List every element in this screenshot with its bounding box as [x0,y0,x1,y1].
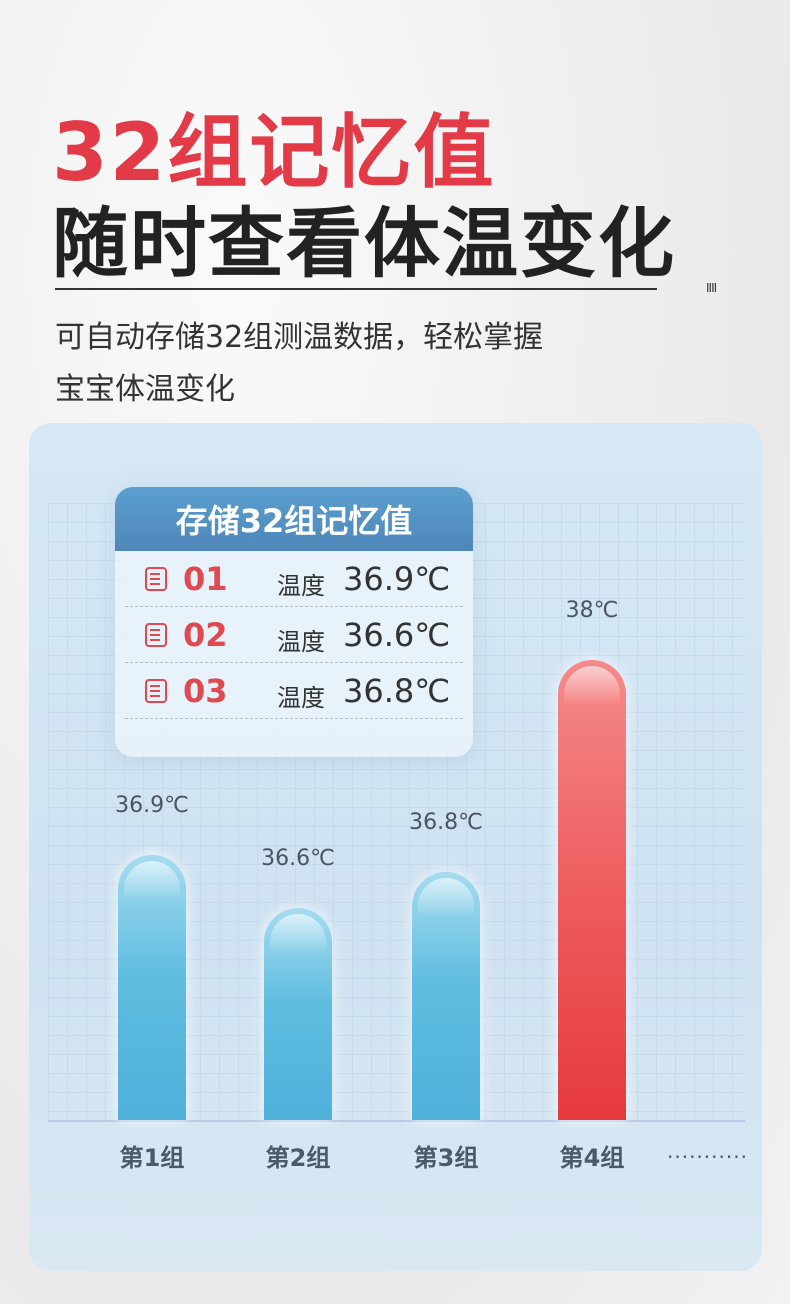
note-icon [145,623,167,647]
bar-3 [412,872,480,1120]
row-value: 36.6℃ [343,616,451,654]
description-line: 宝宝体温变化 [55,372,235,407]
memory-row: 02 温度 36.6℃ [125,607,463,663]
note-icon [145,679,167,703]
data-label: 36.9℃ [115,792,189,818]
row-value: 36.8℃ [343,672,451,710]
x-axis [48,1120,745,1122]
chart-panel: 36.9℃ 第1组 36.6℃ 第2组 36.8℃ 第3组 38℃ 第4组 .........… [29,423,762,1271]
memory-card: 存储32组记忆值 01 温度 36.9℃ 02 温度 36.6℃ 03 温度 3… [115,487,473,757]
card-title: 存储32组记忆值 [115,487,473,551]
note-icon [145,567,167,591]
bar-1 [118,854,186,1120]
bar-2 [264,907,332,1120]
description: 可自动存储32组测温数据，轻松掌握 宝宝体温变化 [55,312,543,416]
more-indicator: ........... [667,1139,748,1163]
divider [55,288,657,290]
bar-4 [558,659,626,1120]
row-index: 03 [183,672,228,710]
category-label: 第4组 [559,1144,625,1172]
category-label: 第2组 [265,1144,331,1172]
headline: 32组记忆值 [52,106,496,199]
data-label: 38℃ [565,597,619,623]
data-label: 36.6℃ [261,845,335,871]
row-label: 温度 [277,572,325,600]
subheadline: 随时查看体温变化 [52,199,676,288]
memory-row: 01 温度 36.9℃ [125,551,463,607]
row-index: 02 [183,616,228,654]
row-label: 温度 [277,628,325,656]
data-label: 36.8℃ [409,810,483,836]
row-index: 01 [183,560,228,598]
tick-marks: IIII [706,281,717,295]
memory-row: 03 温度 36.8℃ [125,663,463,719]
row-value: 36.9℃ [343,560,451,598]
description-line: 可自动存储32组测温数据，轻松掌握 [55,320,544,355]
row-label: 温度 [277,684,325,712]
category-label: 第1组 [119,1144,185,1172]
category-label: 第3组 [413,1144,479,1172]
